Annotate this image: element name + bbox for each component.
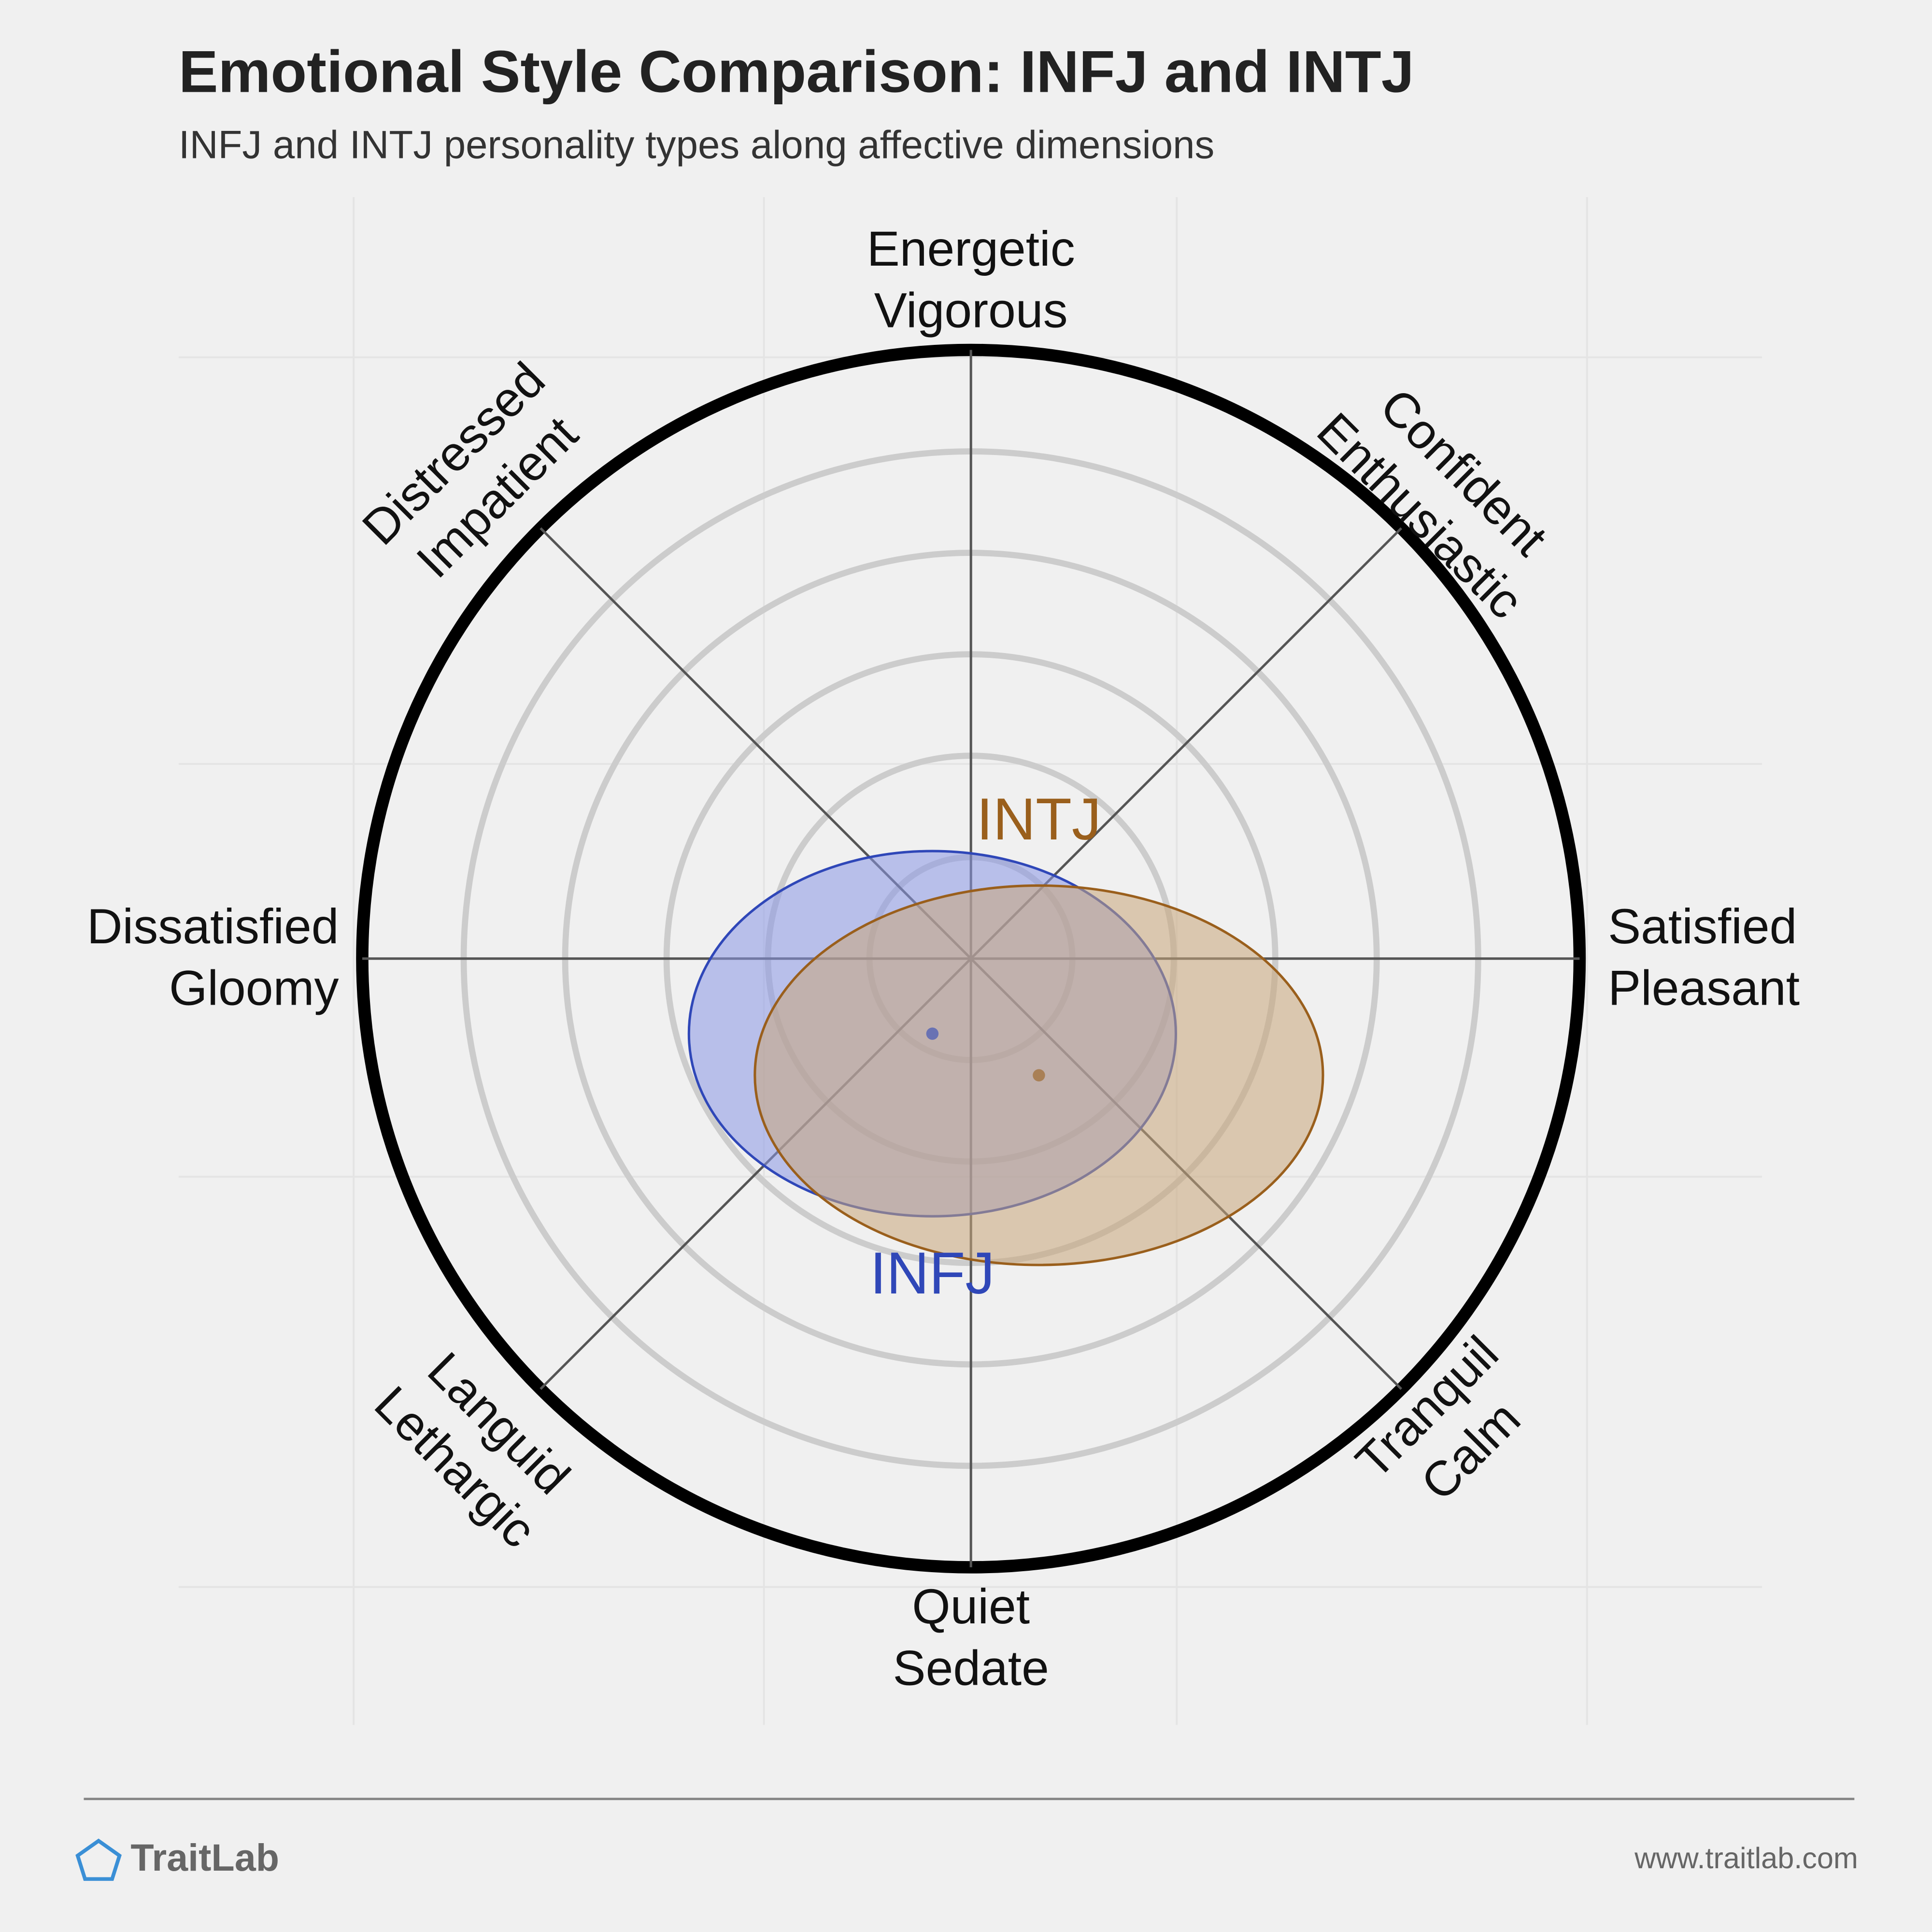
axis-label-line: Quiet — [912, 1579, 1030, 1634]
chart-subtitle: INFJ and INTJ personality types along af… — [179, 123, 1214, 167]
axis-label-line: Energetic — [867, 221, 1075, 276]
axis-label-line: Dissatisfied — [87, 899, 339, 954]
axis-label: Dissatisfied Gloomy — [87, 899, 339, 1016]
series-label: INFJ — [870, 1240, 994, 1306]
axis-label-line: Pleasant — [1608, 961, 1800, 1016]
point — [926, 1027, 939, 1040]
point — [1033, 1069, 1045, 1081]
axis-label-line: Satisfied — [1608, 899, 1797, 954]
axis-label-line: Gloomy — [169, 961, 339, 1016]
axis-label: Energetic Vigorous — [867, 221, 1075, 338]
brand: TraitLab — [130, 1836, 279, 1879]
url: www.traitlab.com — [1634, 1842, 1858, 1875]
axis-label: Quiet Sedate — [893, 1579, 1049, 1696]
plot: INFJINTJEnergeticVigorousConfidentEnthus… — [87, 221, 1800, 1696]
axis-label-line: Vigorous — [874, 283, 1068, 338]
logo-icon — [75, 1838, 122, 1881]
series-label: INTJ — [977, 786, 1101, 852]
chart-title: Emotional Style Comparison: INFJ and INT… — [179, 39, 1414, 105]
axis-label-line: Sedate — [893, 1641, 1049, 1696]
axis-label: Satisfied Pleasant — [1608, 899, 1800, 1016]
